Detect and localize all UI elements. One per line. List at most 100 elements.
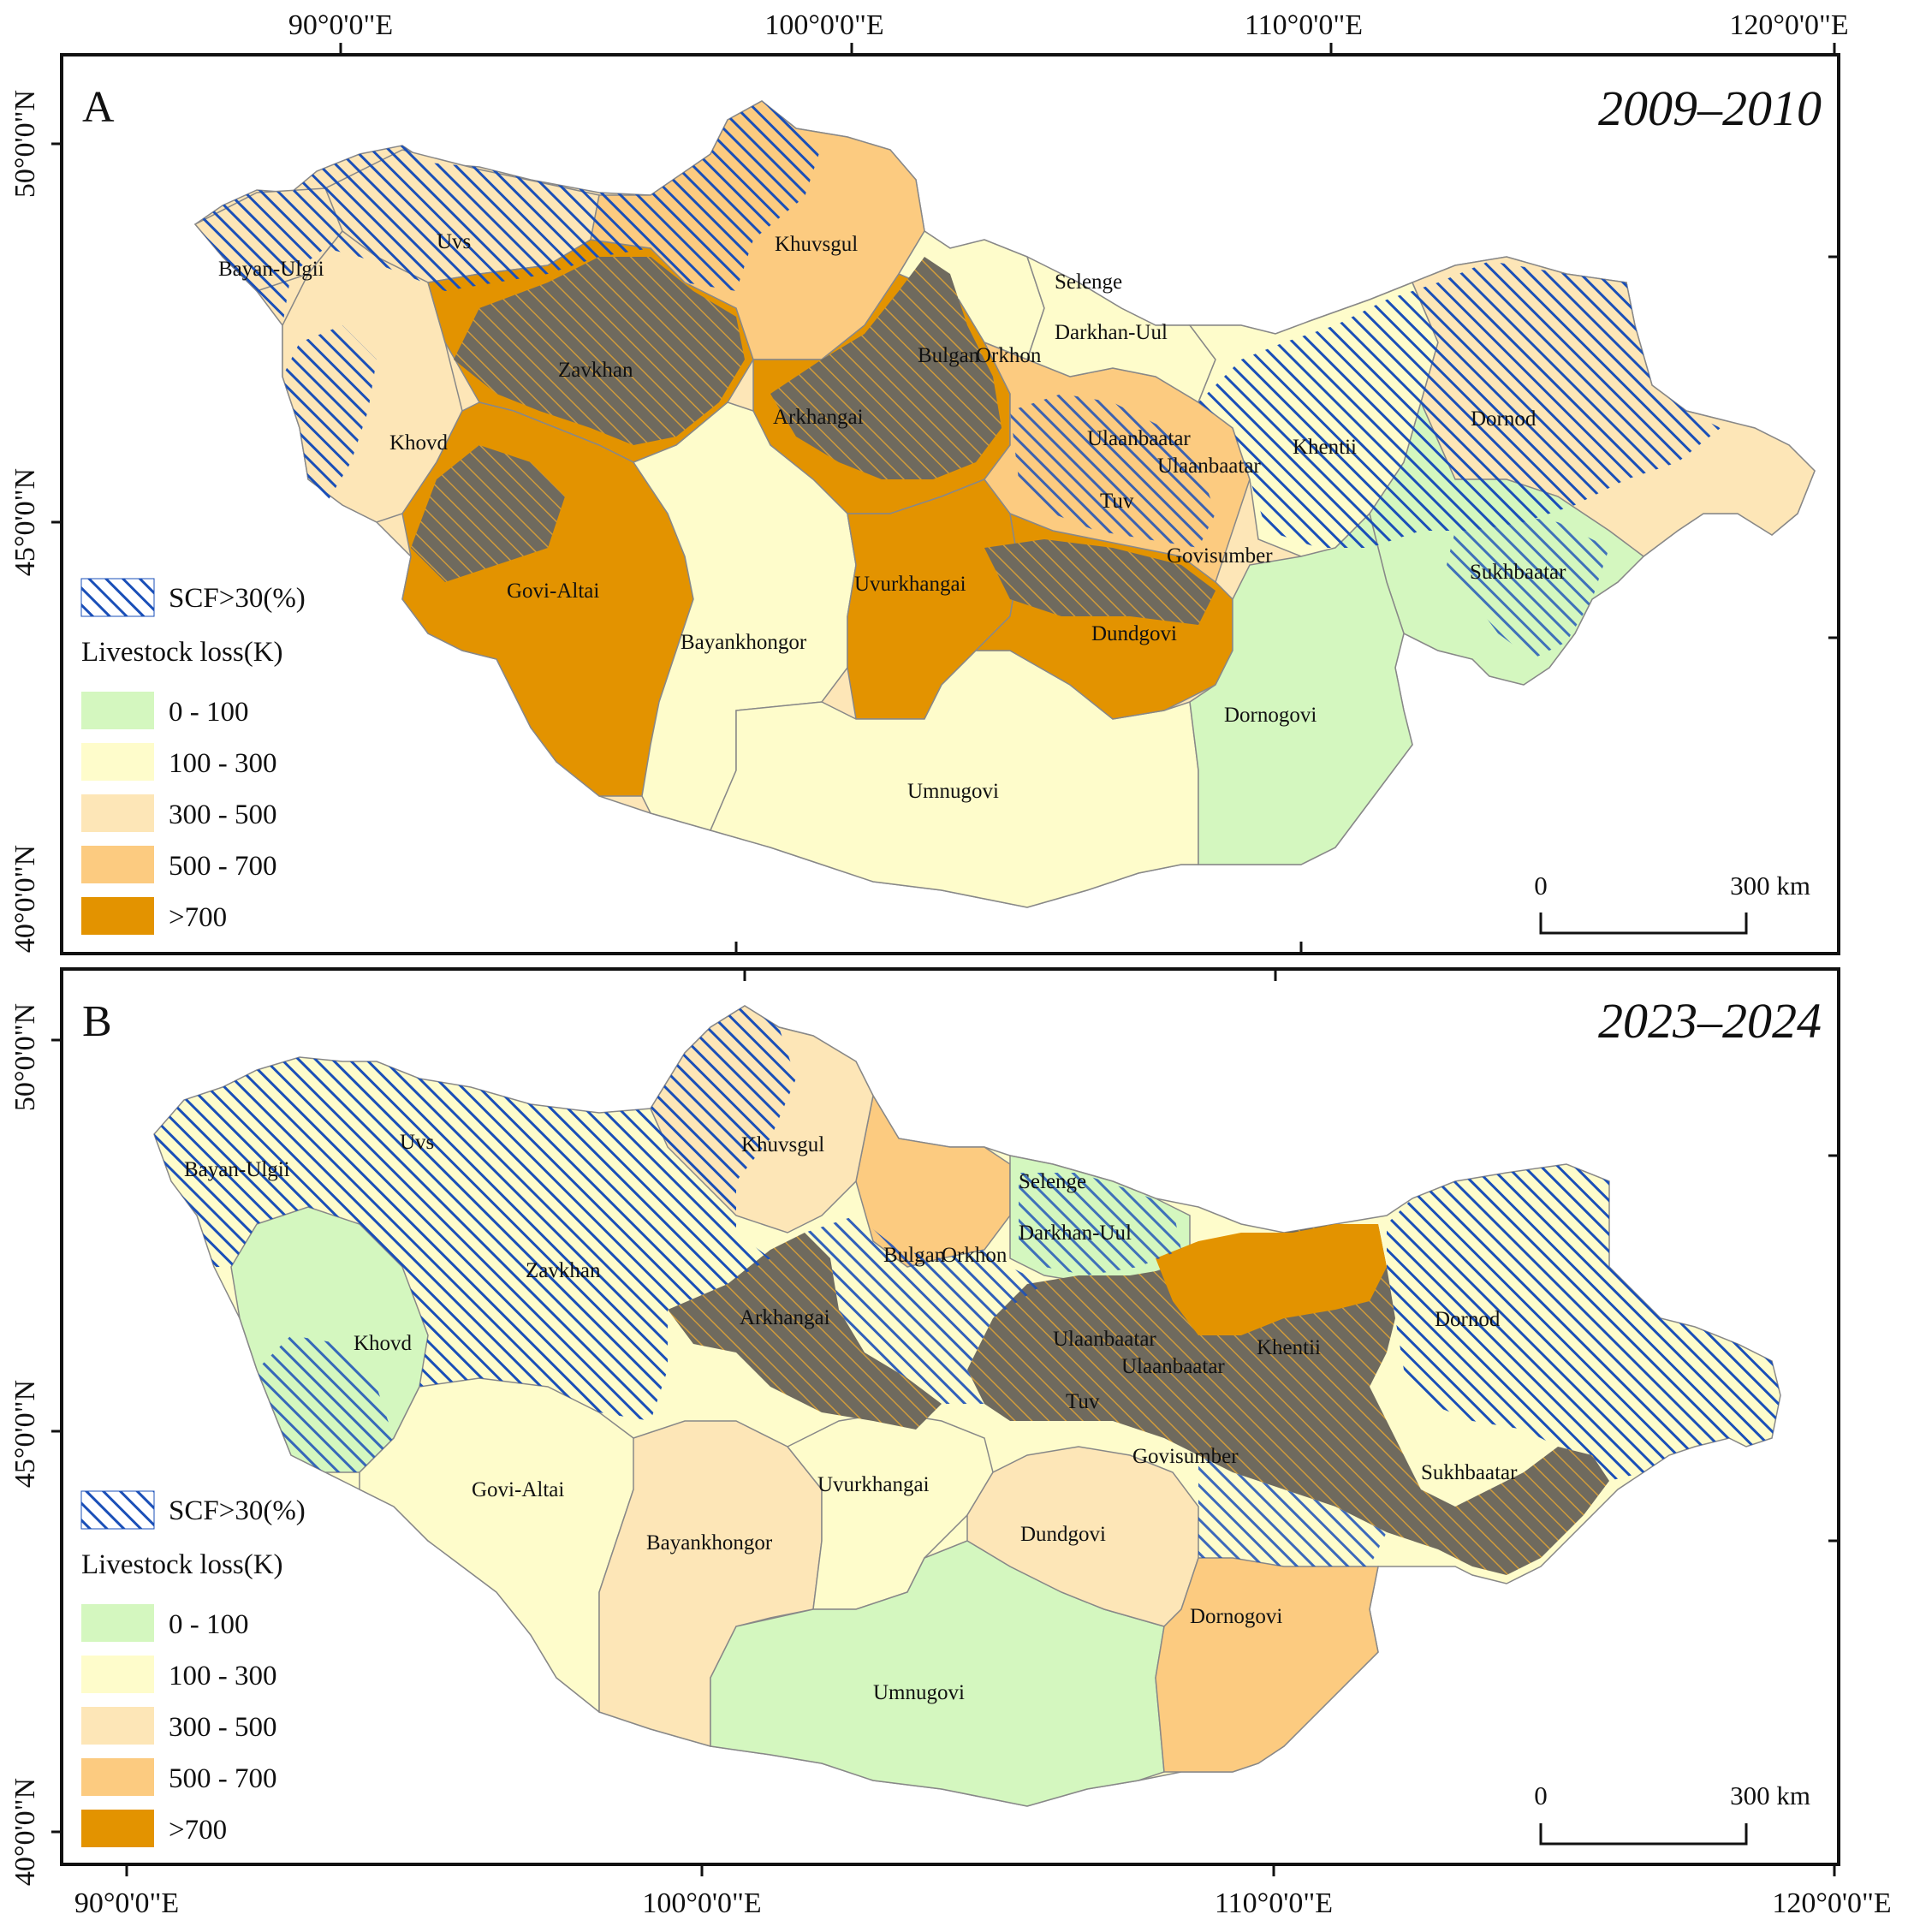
label-a-dundgovi: Dundgovi bbox=[1091, 622, 1177, 645]
label-a-tuv: Tuv bbox=[1100, 490, 1134, 513]
scale-a-start: 0 bbox=[1534, 871, 1548, 901]
lat-label-b-50: 50°0'0"N bbox=[9, 1003, 41, 1111]
scf-b-khovd bbox=[257, 1335, 394, 1472]
panel-b-ticks bbox=[51, 969, 1839, 1876]
legend-b-swatch-4 bbox=[81, 1758, 154, 1796]
legend-a-scf-label: SCF>30(%) bbox=[169, 583, 306, 614]
label-a-ulaanbaatar: Ulaanbaatar bbox=[1087, 427, 1191, 450]
label-a-govisumber: Govisumber bbox=[1167, 544, 1273, 568]
label-a-dornod: Dornod bbox=[1471, 407, 1537, 431]
panel-b-letter: B bbox=[82, 997, 112, 1046]
scf-b-selenge bbox=[1019, 1173, 1181, 1275]
map-a bbox=[193, 100, 1816, 908]
label-b-ulaanbaatar: Ulaanbaatar bbox=[1053, 1328, 1156, 1351]
label-a-umnugovi: Umnugovi bbox=[907, 780, 999, 803]
scale-a-line bbox=[1539, 912, 1748, 935]
label-a-uvs: Uvs bbox=[437, 230, 471, 253]
label-b-darkhan-uul: Darkhan-Uul bbox=[1019, 1222, 1132, 1245]
panel-b-period: 2023–2024 bbox=[1598, 993, 1822, 1049]
label-b-bayankhongor: Bayankhongor bbox=[646, 1531, 773, 1555]
prov-b-khentii-orange bbox=[1156, 1224, 1387, 1335]
label-a-khentii: Khentii bbox=[1293, 436, 1357, 459]
label-b-uvurkhangai: Uvurkhangai bbox=[817, 1473, 930, 1496]
label-b-umnugovi: Umnugovi bbox=[873, 1681, 965, 1704]
panel-a-letter: A bbox=[82, 83, 115, 132]
label-b-khentii: Khentii bbox=[1257, 1336, 1321, 1359]
legend-b: SCF>30(%) Livestock loss(K) 0 - 100 100 … bbox=[80, 1490, 306, 1847]
legend-a-swatch-4 bbox=[81, 846, 154, 883]
legend-b-swatch-3 bbox=[81, 1707, 154, 1745]
label-b-arkhangai: Arkhangai bbox=[740, 1306, 830, 1329]
label-a-dornogovi: Dornogovi bbox=[1224, 704, 1317, 727]
lat-label-a-45: 45°0'0"N bbox=[9, 468, 41, 576]
legend-b-label-3: 300 - 500 bbox=[169, 1712, 277, 1743]
legend-a-title: Livestock loss(K) bbox=[81, 637, 283, 668]
scf-b-dornogovi bbox=[1198, 1455, 1387, 1566]
label-b-ulaanbaatar-2: Ulaanbaatar bbox=[1121, 1355, 1225, 1378]
label-a-orkhon: Orkhon bbox=[976, 344, 1042, 367]
legend-a-label-2: 100 - 300 bbox=[169, 748, 277, 779]
label-a-zavkhan: Zavkhan bbox=[558, 359, 633, 382]
lon-label-top-90: 90°0'0"E bbox=[288, 9, 393, 41]
scf-a-sukhbaatar bbox=[1447, 514, 1609, 659]
label-b-uvs: Uvs bbox=[400, 1131, 434, 1154]
legend-b-label-1: 0 - 100 bbox=[169, 1609, 249, 1640]
label-a-khuvsgul: Khuvsgul bbox=[775, 233, 858, 256]
label-b-khovd: Khovd bbox=[354, 1332, 413, 1355]
legend-a-swatch-1 bbox=[81, 692, 154, 729]
scale-bar-a: 0 300 km bbox=[1534, 871, 1810, 935]
lat-label-a-50: 50°0'0"N bbox=[9, 90, 41, 198]
legend-a-swatch-2 bbox=[81, 743, 154, 781]
label-a-selenge: Selenge bbox=[1055, 270, 1122, 294]
label-a-uvurkhangai: Uvurkhangai bbox=[854, 573, 966, 596]
scf-a-khovd bbox=[282, 325, 377, 505]
panel-a-top-ticks bbox=[339, 43, 1836, 55]
lon-label-bottom-110: 110°0'0"E bbox=[1215, 1887, 1333, 1919]
scale-a-end: 300 km bbox=[1730, 871, 1810, 901]
legend-b-swatch-1 bbox=[81, 1604, 154, 1642]
legend-b-label-5: >700 bbox=[169, 1815, 227, 1846]
lon-label-bottom-90: 90°0'0"E bbox=[74, 1887, 179, 1919]
lon-label-bottom-120: 120°0'0"E bbox=[1772, 1887, 1891, 1919]
lat-label-b-45: 45°0'0"N bbox=[9, 1380, 41, 1488]
legend-b-swatch-5 bbox=[81, 1810, 154, 1847]
label-a-ulaanbaatar-2: Ulaanbaatar bbox=[1157, 455, 1261, 478]
overlap-a-arkhangai bbox=[770, 257, 1002, 479]
scale-b-end: 300 km bbox=[1730, 1780, 1810, 1810]
scf-a-central bbox=[1010, 394, 1216, 548]
overlap-a-govialtai bbox=[411, 445, 565, 582]
legend-a: SCF>30(%) Livestock loss(K) 0 - 100 100 … bbox=[80, 578, 306, 935]
scf-a-east bbox=[1198, 261, 1721, 548]
label-a-darkhan-uul: Darkhan-Uul bbox=[1055, 321, 1168, 344]
scf-a-west bbox=[195, 101, 822, 325]
legend-b-title: Livestock loss(K) bbox=[81, 1549, 283, 1580]
lon-label-top-120: 120°0'0"E bbox=[1729, 9, 1848, 41]
panel-a: 90°0'0"E 100°0'0"E 110°0'0"E 120°0'0"E 5… bbox=[9, 9, 1849, 955]
lon-label-top-100: 100°0'0"E bbox=[764, 9, 883, 41]
overlap-a-dundgovi bbox=[984, 539, 1216, 625]
lon-label-top-110: 110°0'0"E bbox=[1245, 9, 1363, 41]
legend-b-scf-swatch bbox=[80, 1490, 155, 1530]
legend-a-label-4: 500 - 700 bbox=[169, 851, 277, 882]
labels-a: Bayan-Ulgii Uvs Khovd Zavkhan Khuvsgul G… bbox=[218, 230, 1566, 803]
label-a-khovd: Khovd bbox=[389, 431, 449, 455]
legend-b-scf-label: SCF>30(%) bbox=[169, 1495, 306, 1526]
legend-a-swatch-3 bbox=[81, 794, 154, 832]
label-b-bayan-ulgii: Bayan-Ulgii bbox=[184, 1158, 290, 1181]
scf-b-east bbox=[1387, 1164, 1780, 1481]
scale-b-line bbox=[1539, 1823, 1748, 1846]
panel-a-lat-ticks bbox=[51, 142, 1839, 954]
label-a-bulgan: Bulgan bbox=[918, 344, 980, 367]
label-a-govi-altai: Govi-Altai bbox=[507, 580, 599, 603]
label-b-dornogovi: Dornogovi bbox=[1190, 1605, 1282, 1628]
scf-b-central bbox=[805, 1216, 1044, 1404]
legend-a-scf-swatch bbox=[80, 578, 155, 617]
label-b-orkhon: Orkhon bbox=[942, 1244, 1007, 1267]
label-b-dornod: Dornod bbox=[1435, 1308, 1501, 1331]
overlap-a-zavkhan bbox=[454, 257, 745, 445]
scale-b-start: 0 bbox=[1534, 1780, 1548, 1810]
overlap-b-central bbox=[967, 1224, 1609, 1575]
label-b-govi-altai: Govi-Altai bbox=[472, 1478, 564, 1501]
label-b-tuv: Tuv bbox=[1066, 1390, 1100, 1413]
